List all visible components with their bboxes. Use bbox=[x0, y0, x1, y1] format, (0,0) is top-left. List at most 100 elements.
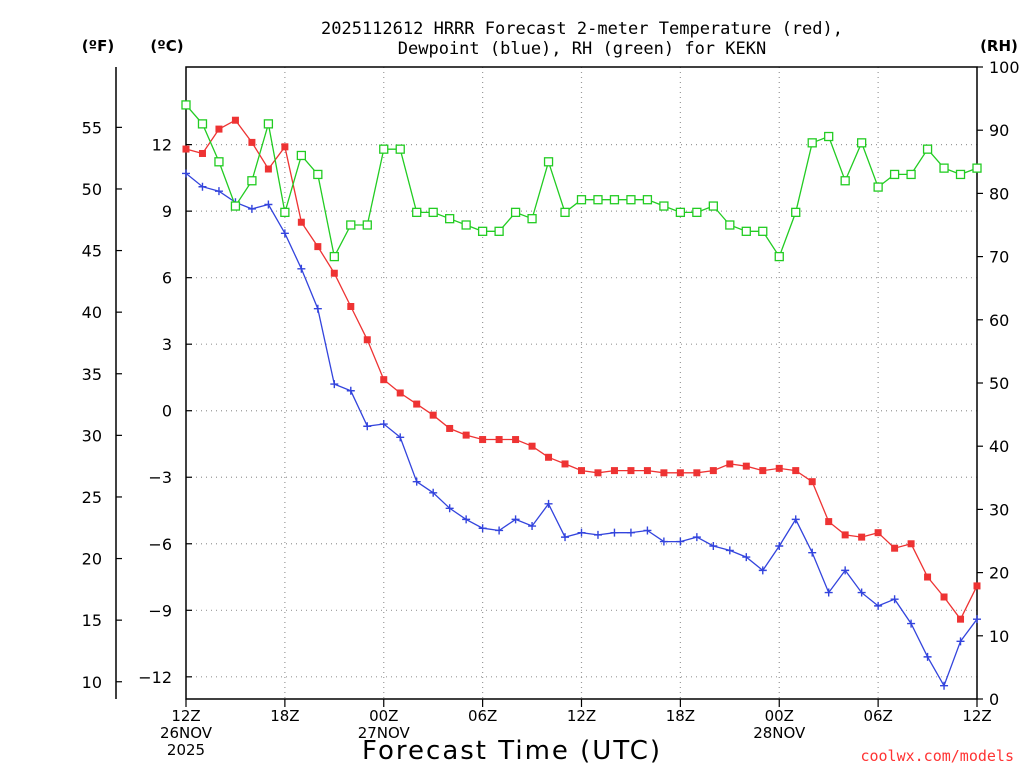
temperature-point bbox=[182, 145, 190, 153]
temperature-point bbox=[198, 149, 206, 157]
rh-point bbox=[741, 226, 751, 236]
dewpoint-point bbox=[676, 537, 685, 546]
series-layer bbox=[181, 100, 982, 690]
temperature-point bbox=[858, 533, 866, 541]
fahrenheit-tick-label: 30 bbox=[82, 426, 102, 445]
rh-tick-label: 50 bbox=[989, 374, 1009, 393]
chart-title-line2: Dewpoint (blue), RH (green) for KEKN bbox=[398, 39, 766, 59]
rh-tick-label: 80 bbox=[989, 184, 1009, 203]
dewpoint-point bbox=[709, 541, 718, 550]
temperature-point bbox=[231, 116, 239, 124]
dewpoint-point bbox=[412, 477, 421, 486]
temperature-point bbox=[380, 376, 388, 384]
rh-point bbox=[889, 169, 900, 180]
dewpoint-point bbox=[462, 515, 471, 524]
rh-point bbox=[395, 144, 405, 154]
temperature-point bbox=[891, 544, 899, 552]
dewpoint-point bbox=[577, 528, 586, 537]
x-tick-label: 06Z bbox=[468, 707, 497, 725]
rh-point bbox=[461, 220, 471, 230]
rh-tick-label: 40 bbox=[989, 437, 1009, 456]
temperature-point bbox=[347, 302, 355, 310]
rh-point bbox=[477, 226, 488, 236]
rh-point bbox=[230, 201, 241, 211]
rh-point bbox=[873, 182, 883, 192]
temperature-point bbox=[248, 138, 256, 146]
x-tick-label: 06Z bbox=[863, 707, 892, 725]
temperature-point bbox=[957, 615, 965, 623]
rh-point bbox=[263, 119, 274, 129]
fahrenheit-tick-label: 40 bbox=[82, 303, 102, 322]
rh-point bbox=[675, 207, 686, 218]
rh-unit-label: (RH) bbox=[980, 37, 1018, 55]
dewpoint-point bbox=[297, 264, 306, 273]
celsius-tick-label: 3 bbox=[162, 335, 172, 354]
rh-point bbox=[576, 195, 587, 205]
dewpoint-point bbox=[758, 566, 767, 575]
dewpoint-point bbox=[544, 499, 553, 508]
temperature-point bbox=[512, 436, 520, 444]
x-tick-label: 12Z bbox=[567, 707, 596, 725]
rh-point bbox=[247, 176, 257, 186]
fahrenheit-tick-label: 55 bbox=[82, 118, 102, 137]
rh-point bbox=[955, 169, 966, 180]
x-tick-label: 18Z bbox=[270, 707, 299, 725]
rh-point bbox=[445, 214, 455, 224]
fahrenheit-tick-label: 10 bbox=[82, 673, 102, 692]
rh-point bbox=[758, 226, 768, 236]
temperature-point bbox=[545, 453, 553, 461]
temperature-point bbox=[940, 593, 948, 601]
dewpoint-point bbox=[742, 553, 751, 562]
rh-point bbox=[972, 163, 982, 173]
rh-point bbox=[280, 207, 290, 218]
celsius-tick-label: −3 bbox=[148, 468, 172, 487]
gridlines bbox=[186, 67, 977, 699]
dewpoint-point bbox=[940, 681, 949, 690]
fahrenheit-tick-label: 45 bbox=[82, 242, 102, 261]
x-tick-label: 18Z bbox=[666, 707, 695, 725]
fahrenheit-tick-label: 50 bbox=[82, 180, 102, 199]
x-tick-label: 00Z bbox=[369, 707, 398, 725]
rh-point bbox=[412, 207, 422, 218]
rh-tick-label: 20 bbox=[989, 564, 1009, 583]
temperature-point bbox=[841, 531, 849, 539]
rh-point bbox=[197, 119, 208, 129]
x-tick-label: 2025 bbox=[167, 741, 205, 759]
x-tick-label: 12Z bbox=[171, 707, 200, 725]
dewpoint-point bbox=[445, 504, 454, 513]
dewpoint-point bbox=[890, 595, 899, 604]
rh-point bbox=[939, 163, 949, 173]
temperature-point bbox=[462, 431, 470, 439]
dewpoint-point bbox=[907, 619, 916, 628]
temperature-point bbox=[610, 467, 618, 475]
temperature-point bbox=[479, 436, 487, 444]
dewpoint-point bbox=[280, 229, 289, 238]
rh-point bbox=[626, 195, 636, 205]
fahrenheit-tick-label: 25 bbox=[82, 488, 102, 507]
rh-tick-label: 70 bbox=[989, 248, 1009, 267]
dewpoint-point bbox=[495, 526, 504, 535]
celsius-tick-label: −6 bbox=[148, 535, 172, 554]
rh-point bbox=[313, 169, 323, 180]
dewpoint-point bbox=[824, 588, 833, 597]
temperature-point bbox=[297, 218, 305, 226]
temperature-point bbox=[363, 336, 371, 344]
temperature-point bbox=[594, 469, 602, 477]
rh-point bbox=[725, 220, 735, 230]
x-tick-label: 28NOV bbox=[753, 724, 806, 742]
dewpoint-point bbox=[659, 537, 668, 546]
temperature-point bbox=[413, 400, 421, 408]
celsius-tick-label: 6 bbox=[162, 269, 172, 288]
rh-tick-label: 10 bbox=[989, 627, 1009, 646]
dewpoint-point bbox=[528, 522, 537, 531]
rh-point bbox=[428, 207, 438, 218]
rh-tick-label: 100 bbox=[989, 58, 1020, 77]
rh-point bbox=[659, 201, 669, 211]
dewpoint-point bbox=[593, 530, 602, 539]
celsius-tick-label: −9 bbox=[148, 601, 172, 620]
dewpoint-point bbox=[363, 422, 372, 431]
axes: 10152025303540455055−12−9−6−303691201020… bbox=[82, 58, 1020, 759]
celsius-tick-label: 0 bbox=[162, 402, 172, 421]
celsius-tick-label: 12 bbox=[152, 136, 172, 155]
